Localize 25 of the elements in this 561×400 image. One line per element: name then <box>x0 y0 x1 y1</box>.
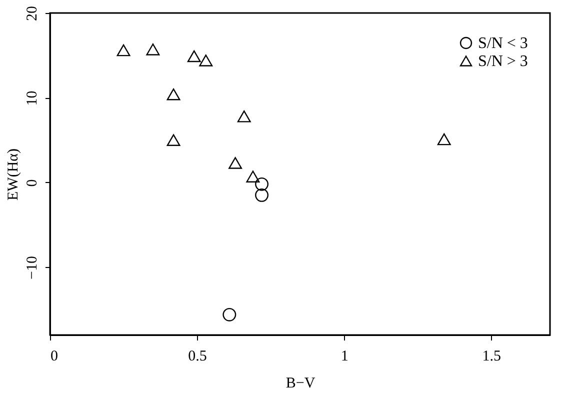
y-axis-title: EW(Hα) <box>6 148 22 201</box>
point <box>199 54 213 66</box>
y-tick-label: 20 <box>24 6 40 21</box>
x-tick-label: 1 <box>340 348 348 364</box>
x-tick-label: 1.5 <box>482 348 502 364</box>
x-tick-label: 0 <box>50 348 58 364</box>
x-tick-label: 0.5 <box>188 348 207 364</box>
legend-label: S/N < 3 <box>478 35 528 52</box>
x-axis-title: B−V <box>286 376 316 392</box>
point <box>116 44 130 56</box>
y-tick-label: 10 <box>24 90 40 106</box>
point <box>166 134 180 146</box>
point <box>222 308 236 322</box>
point <box>146 44 160 56</box>
y-tick-label: 0 <box>24 179 40 187</box>
point <box>166 88 180 100</box>
point <box>255 177 268 191</box>
point <box>237 110 251 122</box>
legend-label: S/N > 3 <box>478 53 528 70</box>
point <box>437 133 451 146</box>
y-tick-label: −10 <box>24 256 40 280</box>
point <box>246 170 260 182</box>
point <box>187 50 201 62</box>
point <box>228 157 242 169</box>
point <box>255 188 268 202</box>
